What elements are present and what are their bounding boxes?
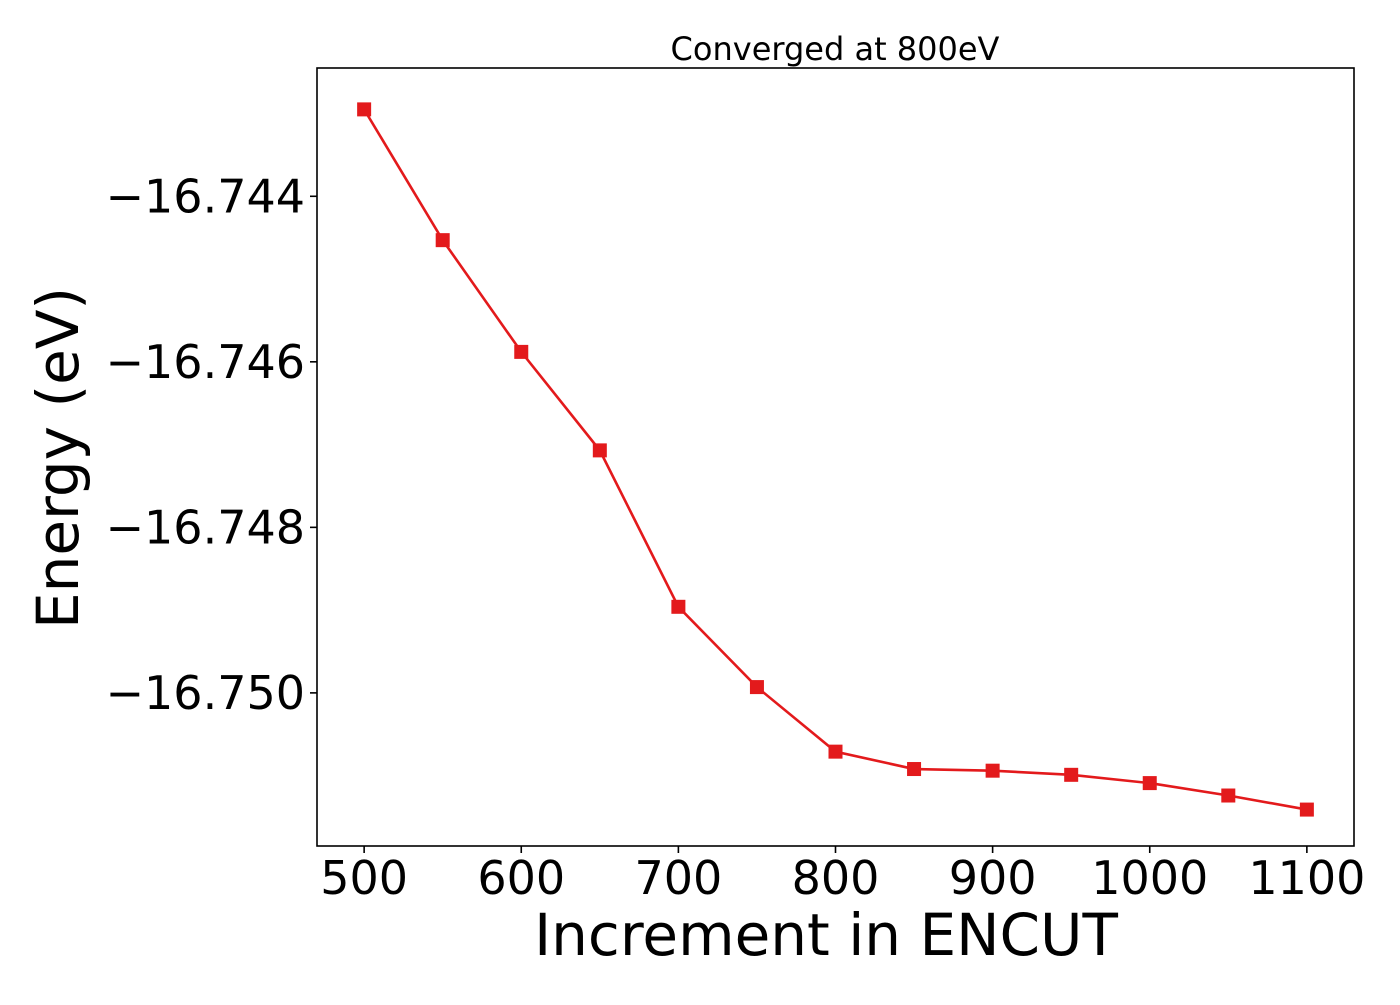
x-tick-label: 1100 <box>1248 851 1365 905</box>
data-point <box>671 599 686 614</box>
x-tick-label: 500 <box>320 851 408 905</box>
x-tick-label: 600 <box>477 851 565 905</box>
x-tick-label: 700 <box>634 851 722 905</box>
data-point <box>907 762 922 777</box>
data-point <box>592 443 607 458</box>
data-point <box>514 344 529 359</box>
data-point <box>357 102 372 117</box>
data-point <box>828 744 843 759</box>
x-tick-label: 800 <box>792 851 880 905</box>
data-point <box>1064 767 1079 782</box>
x-axis-label: Increment in ENCUT <box>534 901 1118 969</box>
y-tick-label: −16.750 <box>106 666 306 720</box>
series-layer <box>357 102 1314 817</box>
x-tick-label: 1000 <box>1091 851 1208 905</box>
x-tick-label: 900 <box>949 851 1037 905</box>
data-point <box>985 763 1000 778</box>
y-tick-label: −16.744 <box>106 169 306 223</box>
y-tick-label: −16.746 <box>106 335 306 389</box>
data-point <box>1142 776 1157 791</box>
y-tick-label: −16.748 <box>106 500 306 554</box>
data-point <box>749 680 764 695</box>
series-line <box>363 108 1308 811</box>
plot-frame <box>316 67 1355 847</box>
x-axis-ticks: 500 600 700 800 900 1000 1100 <box>320 846 1365 905</box>
chart-title: Converged at 800eV <box>671 30 1000 68</box>
y-axis-label: Energy (eV) <box>24 287 92 629</box>
data-point <box>435 233 450 248</box>
data-point <box>1299 802 1314 817</box>
data-point <box>1221 788 1236 803</box>
y-axis-ticks: −16.744 −16.746 −16.748 −16.750 <box>106 169 317 720</box>
